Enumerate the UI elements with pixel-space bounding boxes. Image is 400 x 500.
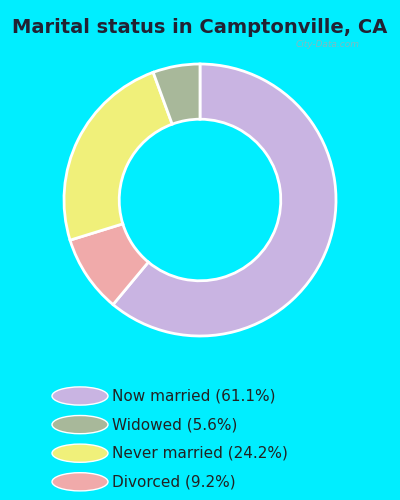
Circle shape bbox=[52, 444, 108, 462]
Circle shape bbox=[52, 387, 108, 405]
Circle shape bbox=[52, 416, 108, 434]
Text: Marital status in Camptonville, CA: Marital status in Camptonville, CA bbox=[12, 18, 388, 37]
Wedge shape bbox=[113, 64, 336, 336]
Text: Now married (61.1%): Now married (61.1%) bbox=[112, 388, 276, 404]
Circle shape bbox=[52, 472, 108, 491]
Wedge shape bbox=[64, 72, 172, 240]
Text: City-Data.com: City-Data.com bbox=[296, 40, 360, 49]
Text: Never married (24.2%): Never married (24.2%) bbox=[112, 446, 288, 460]
Wedge shape bbox=[70, 224, 148, 304]
Text: Widowed (5.6%): Widowed (5.6%) bbox=[112, 417, 237, 432]
Text: Divorced (9.2%): Divorced (9.2%) bbox=[112, 474, 236, 490]
Wedge shape bbox=[153, 64, 200, 124]
